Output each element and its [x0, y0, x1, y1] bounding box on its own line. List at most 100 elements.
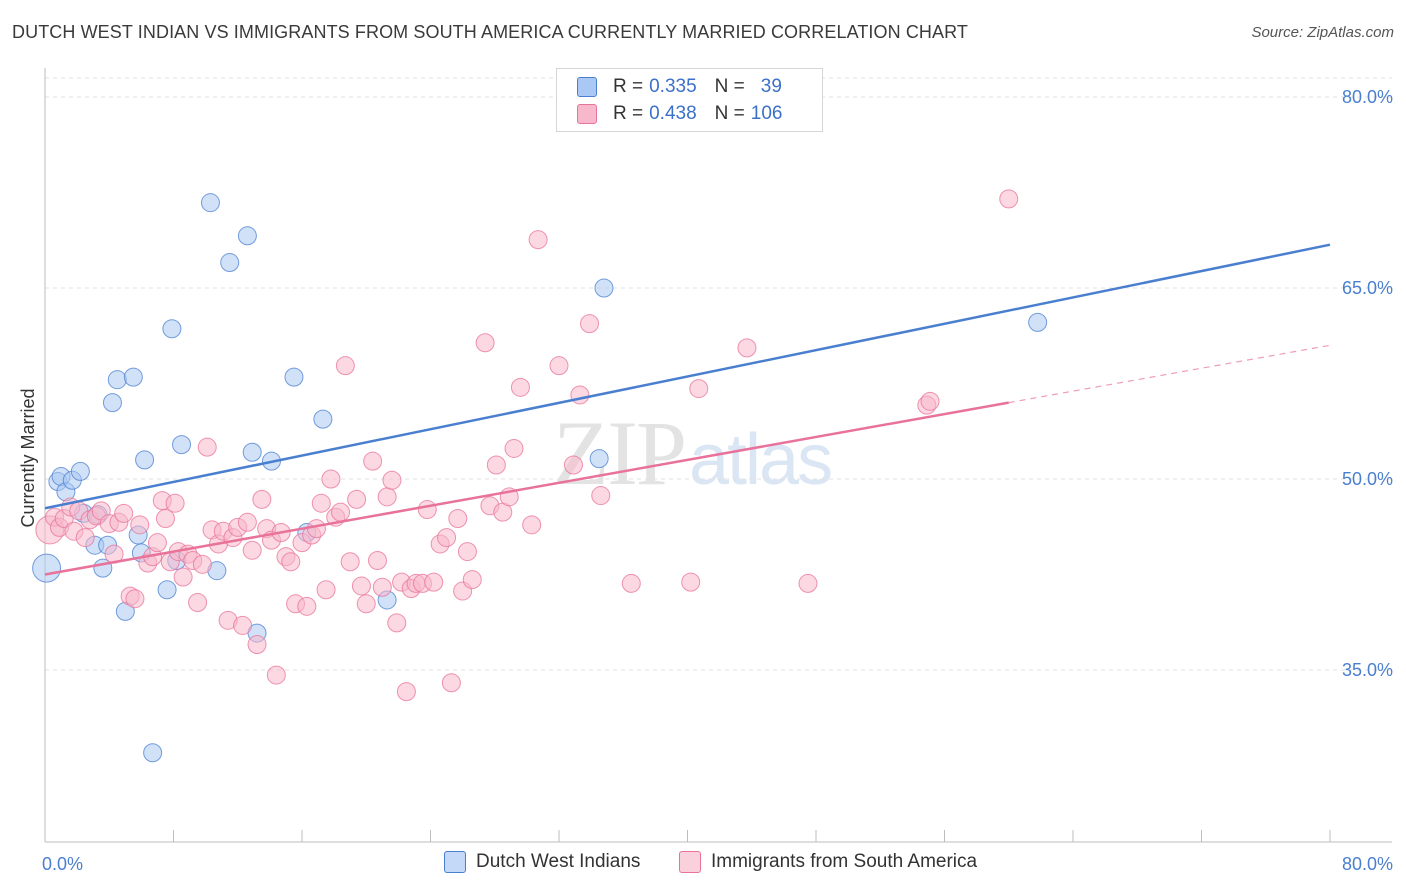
legend-r-label: R =: [613, 76, 644, 97]
grid-lines: [45, 77, 1392, 671]
data-point: [220, 253, 240, 273]
data-point: [424, 572, 444, 592]
data-point: [242, 442, 262, 462]
watermark-zip: ZIP: [553, 402, 687, 504]
trend-line: [44, 401, 1009, 576]
trend-lines: [44, 243, 1331, 576]
y-tick-label: 35.0%: [1342, 660, 1393, 680]
legend-r-value: 0.335: [649, 76, 697, 97]
trend-line-extension: [1008, 344, 1331, 404]
data-point: [475, 333, 495, 353]
legend-item-label: Dutch West Indians: [476, 851, 641, 872]
legend-n-label: N =: [714, 76, 745, 97]
data-point: [335, 356, 355, 376]
data-point: [372, 577, 392, 597]
data-point: [331, 502, 351, 522]
data-point: [311, 493, 331, 513]
y-tick-label: 80.0%: [1342, 87, 1393, 107]
legend-item-dutch-west-indians: Dutch West Indians: [444, 851, 640, 873]
data-point: [237, 512, 257, 532]
data-point: [306, 519, 326, 539]
data-point: [155, 508, 175, 528]
chart-title: DUTCH WEST INDIAN VS IMMIGRANTS FROM SOU…: [12, 22, 969, 42]
data-point: [689, 379, 709, 399]
watermark-atlas: atlas: [689, 420, 833, 500]
data-point: [237, 226, 257, 246]
data-point: [549, 356, 569, 376]
data-point: [165, 493, 185, 513]
legend-n-value: 39: [760, 76, 782, 97]
data-point: [437, 528, 457, 548]
x-tick-label: 0.0%: [42, 854, 83, 874]
data-point: [382, 470, 402, 490]
data-point: [798, 573, 818, 593]
data-point: [340, 552, 360, 572]
series-dutch-west-indians: [32, 193, 1048, 763]
data-point: [143, 743, 163, 763]
source-label: Source: ZipAtlas.com: [1251, 24, 1394, 41]
data-point: [504, 438, 524, 458]
legend-n-value: 106: [750, 103, 783, 124]
series-immigrants-south-america: [35, 189, 1019, 702]
data-point: [1028, 312, 1048, 332]
data-point: [356, 594, 376, 614]
data-point: [297, 596, 317, 616]
data-point: [347, 489, 367, 509]
axes: [44, 68, 1392, 843]
data-point: [457, 542, 477, 562]
data-point: [200, 193, 220, 213]
legend-n-label: N =: [714, 103, 745, 124]
data-point: [157, 580, 177, 600]
data-point: [321, 469, 341, 489]
data-point: [999, 189, 1019, 209]
data-point: [580, 314, 600, 334]
data-points: [32, 189, 1048, 763]
data-point: [594, 278, 614, 298]
data-point: [123, 367, 143, 387]
data-point: [486, 455, 506, 475]
data-point: [107, 370, 127, 390]
tick-labels: 35.0% 50.0% 65.0% 80.0% 0.0% 80.0%: [42, 87, 1393, 874]
data-point: [510, 377, 530, 397]
data-point: [135, 450, 155, 470]
legend-swatch-blue: [444, 851, 466, 873]
data-point: [247, 635, 267, 655]
data-point: [316, 580, 336, 600]
data-point: [522, 515, 542, 535]
data-point: [570, 385, 590, 405]
data-point: [387, 613, 407, 633]
data-point: [162, 319, 182, 339]
data-point: [284, 367, 304, 387]
y-tick-label: 50.0%: [1342, 469, 1393, 489]
legend-r-value: 0.438: [649, 103, 697, 124]
data-point: [188, 593, 208, 613]
data-point: [591, 486, 611, 506]
data-point: [737, 338, 757, 358]
data-point: [367, 550, 387, 570]
data-point: [252, 489, 272, 509]
data-point: [589, 449, 609, 469]
data-point: [70, 461, 90, 481]
data-point: [147, 533, 167, 553]
data-point: [75, 528, 95, 548]
data-point: [681, 572, 701, 592]
legend-swatch-pink: [577, 104, 597, 124]
trend-line: [44, 243, 1331, 510]
data-point: [192, 554, 212, 574]
correlation-legend: R = 0.335 N = 39 R = 0.438 N = 106: [556, 68, 823, 132]
data-point: [173, 567, 193, 587]
data-point: [114, 503, 134, 523]
legend-swatch-blue: [577, 77, 597, 97]
data-point: [351, 576, 371, 596]
data-point: [448, 508, 468, 528]
data-point: [396, 682, 416, 702]
legend-row-dutch-west-indians: R = 0.335 N = 39: [577, 74, 782, 100]
data-point: [528, 230, 548, 250]
data-point: [233, 615, 253, 635]
data-point: [621, 573, 641, 593]
data-point: [197, 437, 217, 457]
legend-r-label: R =: [613, 103, 644, 124]
data-point: [377, 487, 397, 507]
data-point: [313, 409, 333, 429]
